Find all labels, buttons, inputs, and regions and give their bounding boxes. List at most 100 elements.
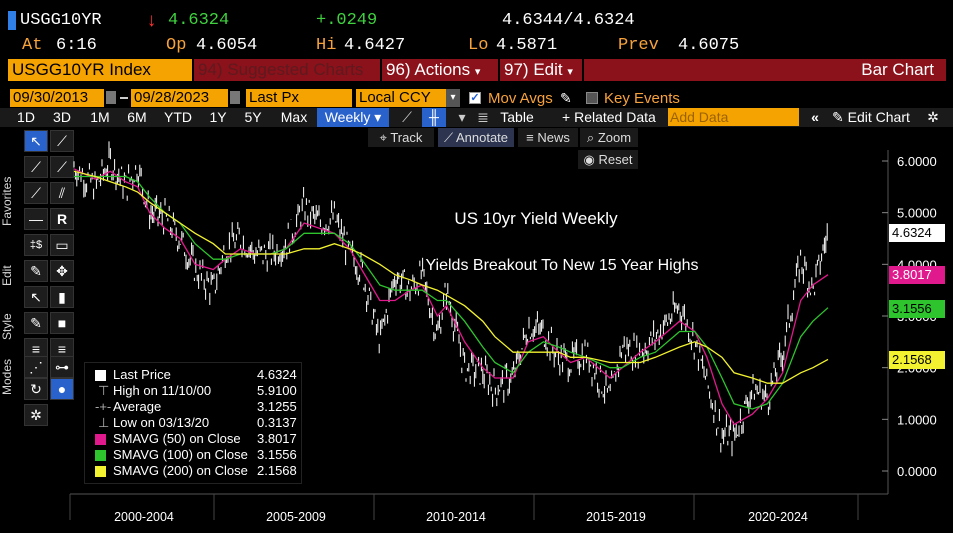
frequency-selector[interactable]: Weekly ▾ [317,108,389,127]
zoom-icon: ⌕ [586,130,595,145]
collapse-icon[interactable]: « [811,109,819,125]
reset-button[interactable]: ◉ Reset [578,150,638,169]
annotate-button[interactable]: ⟋ Annotate [438,128,514,147]
moving-average-lines [73,168,829,426]
actions-menu[interactable]: 96) Actions ▾ [382,59,498,81]
fill-color-icon[interactable]: ■ [50,312,74,334]
zoom-label: Zoom [597,130,632,145]
actions-dropdown-icon: ▾ [474,66,481,78]
last-price: 4.6324 [168,11,230,30]
legend-label: High on 11/10/00 [113,383,212,398]
period-6m[interactable]: 6M [127,109,147,125]
suggested-label: Suggested Charts [227,60,364,79]
pencil-icon[interactable]: ✎ [560,90,572,106]
period-3d[interactable]: 3D [53,109,71,125]
move-icon[interactable]: ✥ [50,260,74,282]
cycle-icon[interactable]: ↻ [24,378,48,400]
key-events-checkbox[interactable] [586,92,598,104]
period-ytd[interactable]: YTD [164,109,192,125]
draw-line-icon[interactable]: ⟋ [50,130,74,152]
legend-swatch [95,450,106,461]
add-data-input[interactable]: Add Data [668,108,799,126]
track-button[interactable]: ⌖ Track [368,128,434,147]
gear-icon[interactable]: ✲ [927,109,939,125]
x-tick-label: 2010-2014 [426,510,486,524]
bid-ask: 4.6344/4.6324 [502,11,635,30]
prev-label: Prev [618,36,659,55]
period-5y[interactable]: 5Y [244,109,262,125]
suggested-charts-button[interactable]: 94) Suggested Charts [194,59,380,81]
legend-value: 2.1568 [257,463,297,478]
line-color-icon[interactable]: ✎ [24,312,48,334]
dashed-line-icon[interactable]: ⋰ [24,356,48,378]
x-tick-label: 2020-2024 [748,510,808,524]
trash-icon[interactable]: ▮ [50,286,74,308]
sma-line [74,175,829,410]
annotate-icon: ⟋ [443,130,454,145]
pointer-icon[interactable]: ↖ [24,130,48,152]
period-1y[interactable]: 1Y [209,109,227,125]
low-label: Lo [468,36,489,55]
ray-line-icon[interactable]: ⟋ [24,182,48,204]
y-tick-label: 0.0000 [897,464,937,479]
mov-avgs-checkbox[interactable]: ✓ [469,92,481,104]
edit-menu[interactable]: 97) Edit ▾ [500,59,582,81]
period-1m[interactable]: 1M [90,109,110,125]
legend-value: 5.9100 [257,383,297,398]
legend-swatch [95,434,106,445]
chart-type-field[interactable]: Bar Chart [584,59,946,81]
chart-legend: Last Price 4.6324 ⊤ High on 11/10/00 5.9… [84,362,302,484]
down-arrow-icon: ↓ [146,10,158,32]
legend-label: SMAVG (200) on Close [113,463,248,478]
high-value: 4.6427 [344,36,406,55]
edit-chart-button[interactable]: ✎ Edit Chart [832,108,922,127]
x-tick-label: 2015-2019 [586,510,646,524]
field-selector[interactable]: Last Px [246,89,352,107]
anchor-icon[interactable]: ⊶ [50,356,74,378]
x-axis-ticks: 2000-2004 2005-2009 2010-2014 2015-2019 2020… [69,494,859,524]
chart-style-dropdown-icon[interactable]: ▾ [458,109,466,125]
legend-value: 0.3137 [257,415,297,430]
table-icon[interactable]: ≣ [477,109,489,125]
related-data-button[interactable]: + Related Data [562,108,660,127]
chart-type-label: Bar Chart [861,60,934,79]
text-icon[interactable]: R [50,208,74,230]
legend-row: SMAVG (200) on Close 2.1568 [85,463,301,479]
fibonacci-icon[interactable]: ‡$ [24,234,48,256]
palette-icon[interactable]: ● [50,378,74,400]
legend-row: ⊤ High on 11/10/00 5.9100 [85,383,301,399]
news-label: News [537,130,570,145]
trend-line-icon[interactable]: ⟋ [24,156,48,178]
calendar-icon[interactable] [230,91,240,104]
legend-row: SMAVG (100) on Close 3.1556 [85,447,301,463]
news-icon: ≡ [526,130,534,145]
channel-icon[interactable]: ⫽ [50,182,74,204]
reset-label: Reset [598,152,633,167]
line-chart-icon[interactable]: ⟋ [402,109,412,125]
horizontal-line-icon[interactable]: — [24,208,48,230]
end-date-field[interactable]: 09/28/2023 [131,89,228,107]
add-data-placeholder: Add Data [670,109,729,125]
period-1d[interactable]: 1D [17,109,35,125]
pen-icon[interactable]: ✎ [24,260,48,282]
select-icon[interactable]: ↖ [24,286,48,308]
currency-dropdown-icon[interactable]: ▾ [446,89,460,107]
ticker-marker [8,11,16,30]
bar-style-icon[interactable]: ╫ [422,108,446,127]
zoom-button[interactable]: ⌕ Zoom [580,128,638,147]
currency-selector[interactable]: Local CCY [356,89,446,107]
period-max[interactable]: Max [280,109,308,125]
table-button[interactable]: Table [500,109,534,125]
start-date-field[interactable]: 09/30/2013 [10,89,104,107]
actions-number: 96) [386,60,411,79]
rectangle-icon[interactable]: ▭ [50,234,74,256]
news-button[interactable]: ≡ News [518,128,578,147]
legend-value: 3.8017 [257,431,297,446]
calendar-icon[interactable] [106,91,116,104]
price-label-sma200: 2.1568 [889,351,945,369]
legend-row: -+- Average 3.1255 [85,399,301,415]
range-row: 1D 3D 1M 6M YTD 1Y 5Y Max Weekly ▾ ⟋ ╫ ▾… [0,108,953,127]
net-change: +.0249 [316,11,378,30]
security-field[interactable]: USGG10YR Index [8,59,192,81]
settings-gear-icon[interactable]: ✲ [24,404,48,426]
